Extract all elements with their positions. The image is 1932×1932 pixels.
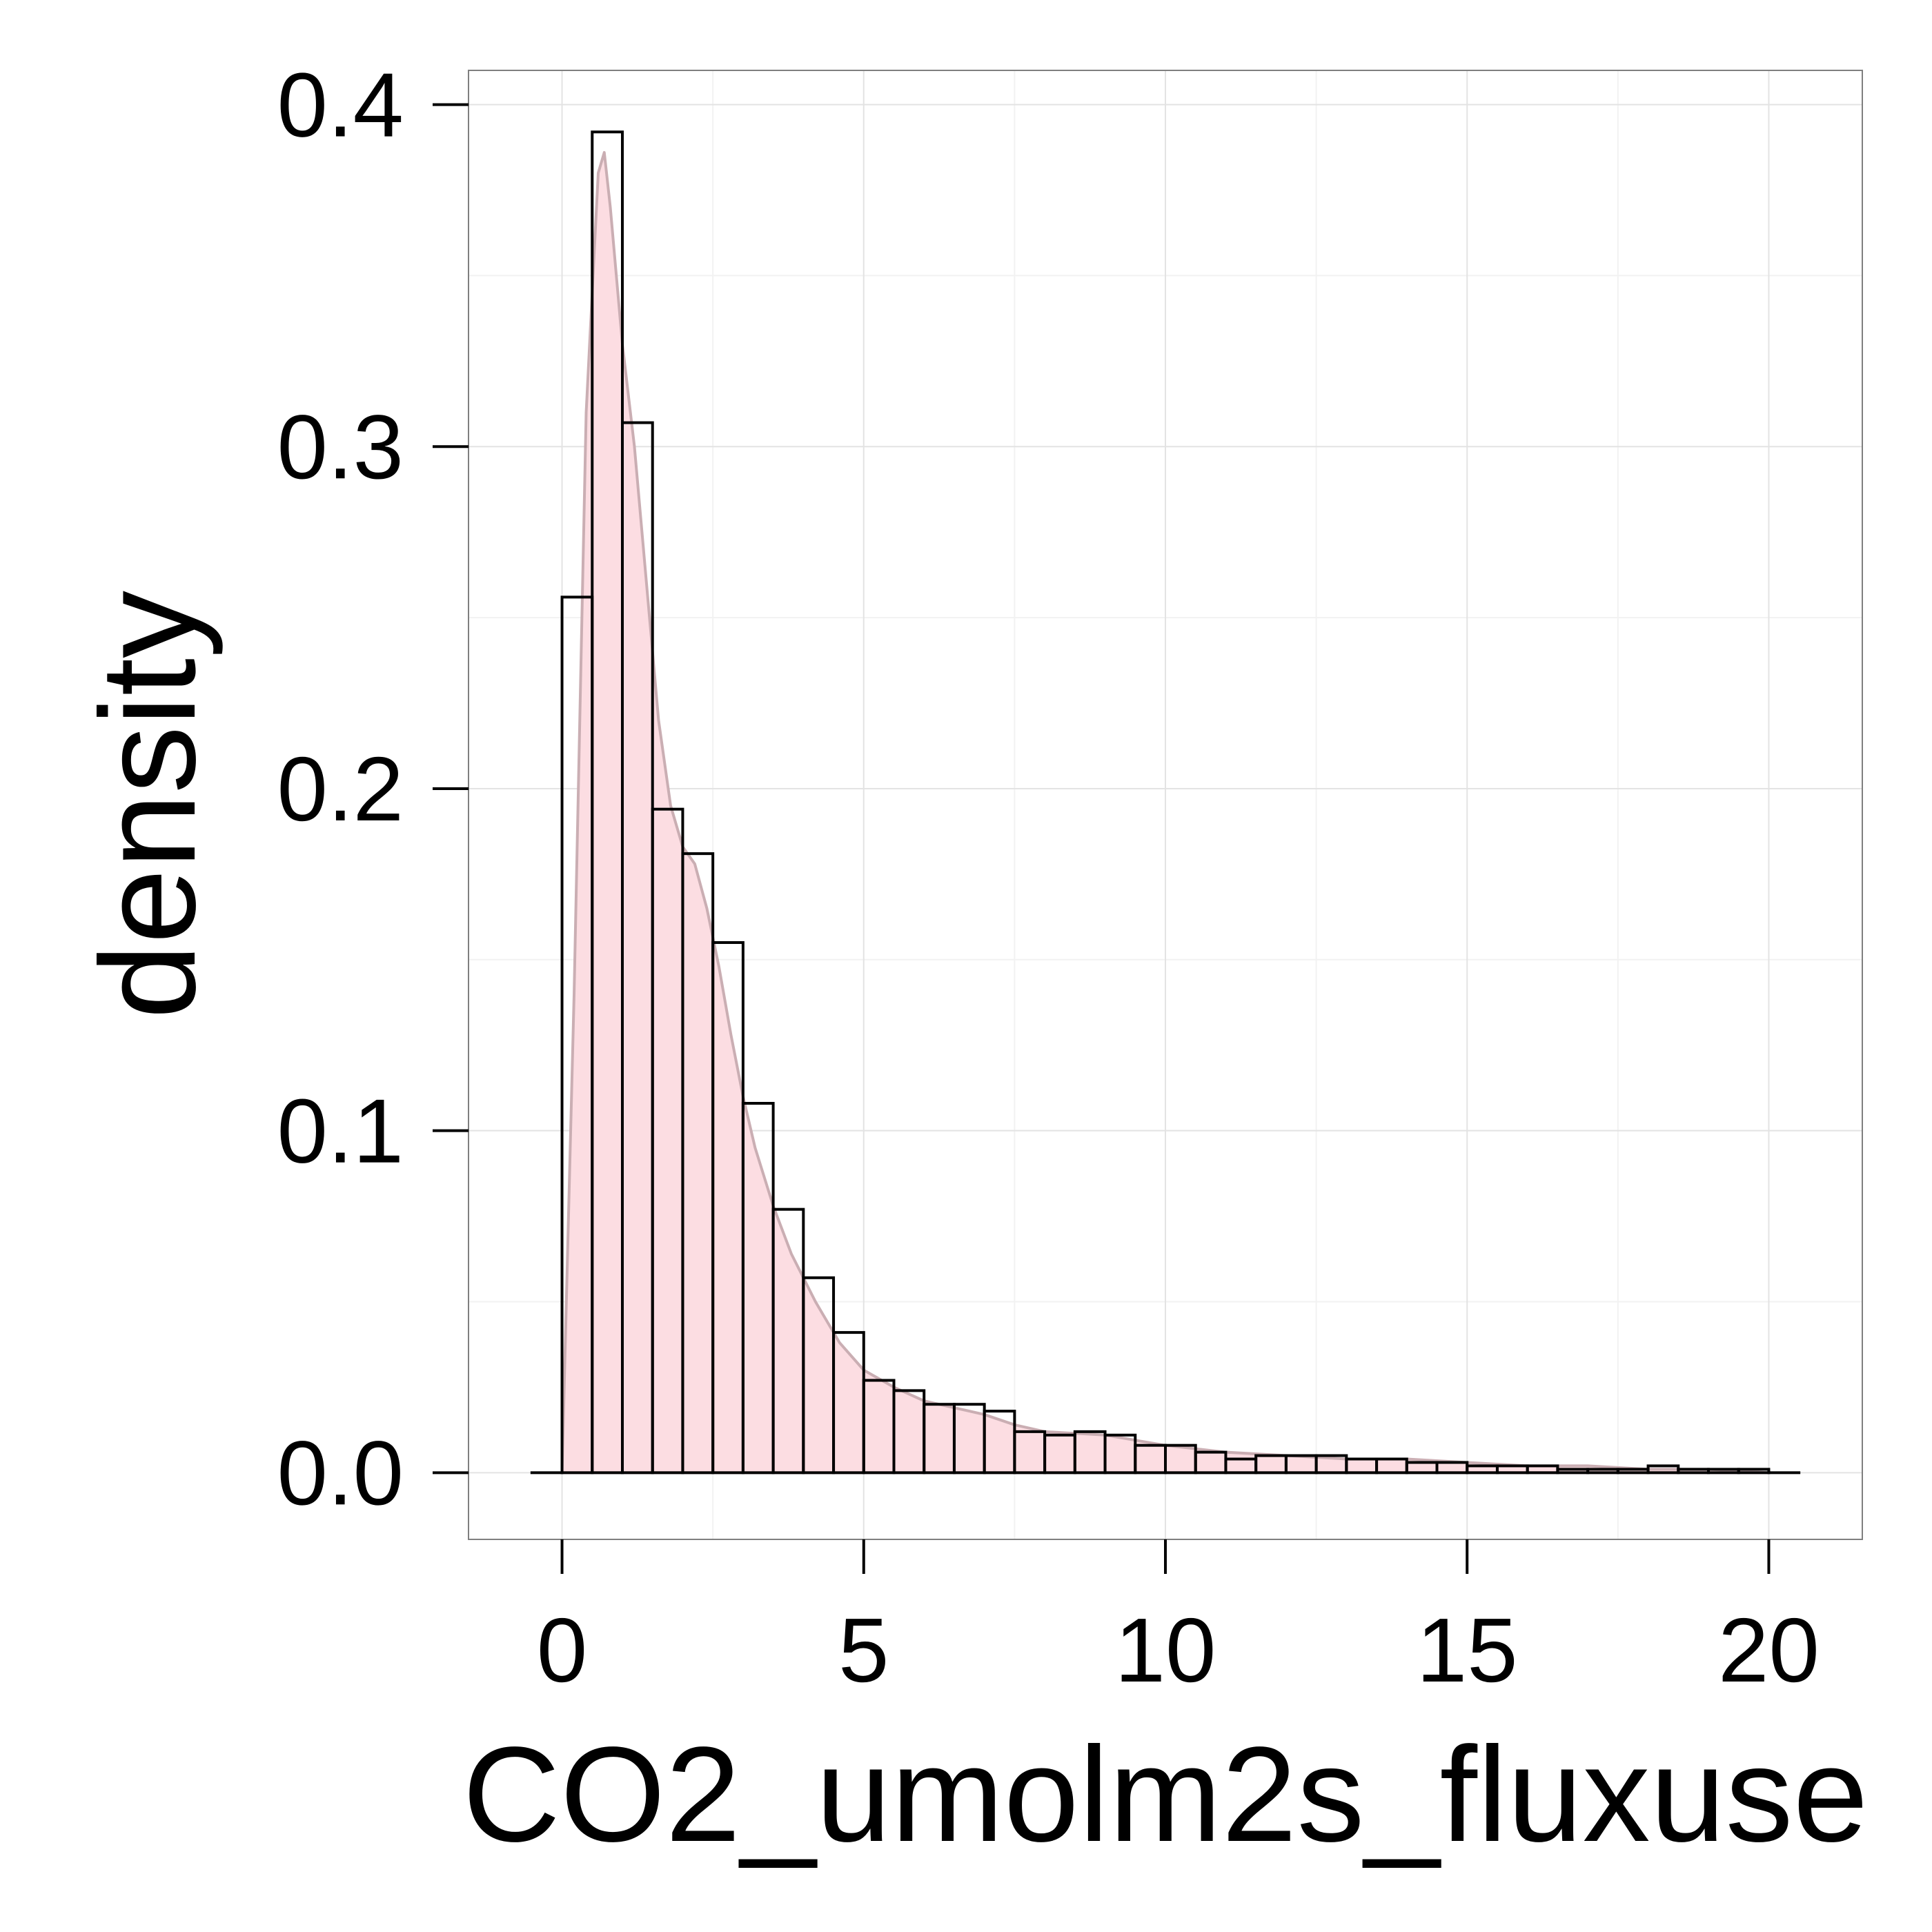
x-tick-label: 0 [537, 1599, 587, 1701]
x-tick-label: 15 [1417, 1599, 1518, 1701]
y-axis: 0.0 0.1 0.2 0.3 0.4 [277, 55, 469, 1524]
x-tick-label: 20 [1718, 1599, 1820, 1701]
y-tick-label: 0.3 [277, 396, 404, 497]
histogram-bars [530, 130, 1801, 1475]
histogram-bar [1737, 1468, 1771, 1475]
y-axis-title: density [72, 591, 224, 1019]
y-tick-label: 0.1 [277, 1081, 404, 1182]
x-tick-label: 10 [1115, 1599, 1216, 1701]
x-tick-label: 5 [838, 1599, 889, 1701]
y-tick-label: 0.0 [277, 1422, 404, 1524]
x-axis: 0 5 10 15 20 [537, 1539, 1820, 1701]
x-axis-title: CO2_umolm2s_fluxuse [462, 1719, 1868, 1870]
y-tick-label: 0.4 [277, 55, 404, 156]
y-tick-label: 0.2 [277, 738, 404, 840]
